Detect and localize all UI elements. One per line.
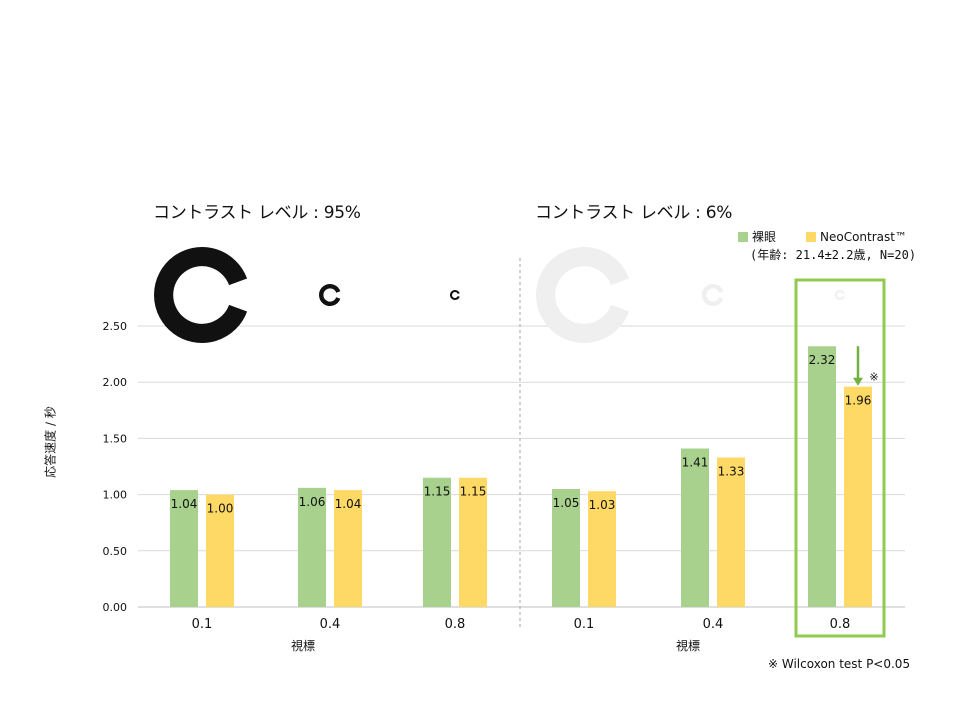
- y-tick-label: 0.50: [103, 545, 128, 558]
- bar-data-label: 1.06: [299, 495, 326, 509]
- legend-2: NeoContrast™: [806, 229, 907, 244]
- bar-data-label: 1.05: [553, 496, 580, 510]
- legend-item-neocontrast: NeoContrast™: [806, 229, 907, 244]
- landolt-c-icon: [154, 247, 248, 343]
- panel-title-high-contrast: コントラスト レベル : 95%: [153, 203, 361, 223]
- highlight-box: [794, 278, 886, 638]
- significance-marker: ※: [869, 371, 878, 384]
- bar: [423, 477, 451, 607]
- x-tick-label: 0.4: [703, 617, 724, 632]
- bar-data-label: 1.15: [460, 485, 487, 499]
- x-tick-label: 0.1: [192, 617, 213, 632]
- legend-label-neocontrast: NeoContrast™: [820, 229, 907, 244]
- bar: [808, 346, 836, 607]
- landolt-c-icon: [450, 290, 460, 300]
- bar: [206, 494, 234, 607]
- landolt-c-icon: [835, 290, 845, 300]
- landolt-c-icon: [319, 284, 341, 306]
- legend-swatch-neocontrast: [806, 231, 816, 242]
- y-tick-label: 2.00: [103, 376, 128, 389]
- footnote: ※ Wilcoxon test P<0.05: [768, 657, 911, 671]
- y-axis-label: 応答速度 / 秒: [43, 406, 58, 478]
- x-tick-label: 0.8: [830, 617, 851, 632]
- bar-data-label: 1.04: [171, 497, 198, 511]
- x-tick-label: 0.8: [445, 617, 466, 632]
- bar: [681, 448, 709, 607]
- landolt-c-icon: [702, 284, 724, 306]
- bar: [552, 488, 580, 607]
- bar-data-label: 1.03: [589, 498, 616, 512]
- bar-data-label: 1.33: [718, 465, 745, 479]
- bar: [588, 491, 616, 607]
- legend-swatch-naked-eye: [738, 231, 748, 242]
- bar-data-label: 2.32: [809, 353, 836, 367]
- bar-data-label: 1.41: [682, 456, 709, 470]
- legend-item-naked-eye: 裸眼: [738, 229, 776, 244]
- y-tick-label: 0.00: [103, 601, 128, 614]
- bar-data-label: 1.04: [335, 497, 362, 511]
- arrow-head-icon: [853, 377, 863, 386]
- y-tick-label: 1.00: [103, 489, 128, 502]
- y-tick-label: 2.50: [103, 320, 128, 333]
- bar-data-label: 1.96: [845, 394, 872, 408]
- bar: [717, 457, 745, 607]
- bar: [459, 477, 487, 607]
- legend: 裸眼: [738, 229, 776, 244]
- bar-data-label: 1.15: [424, 485, 451, 499]
- bar: [298, 487, 326, 607]
- bar-data-label: 1.00: [207, 502, 234, 516]
- panel-title-low-contrast: コントラスト レベル : 6%: [535, 203, 733, 223]
- x-axis-label-high-contrast: 視標: [290, 639, 316, 653]
- legend-label-naked-eye: 裸眼: [752, 230, 777, 244]
- landolt-c-icon: [536, 247, 630, 343]
- x-axis-label-low-contrast: 視標: [675, 639, 701, 653]
- y-tick-label: 1.50: [103, 432, 128, 445]
- x-tick-label: 0.1: [574, 617, 595, 632]
- bar: [844, 386, 872, 607]
- legend-note: (年齢: 21.4±2.2歳, N=20): [750, 248, 917, 262]
- bar: [170, 490, 198, 607]
- x-tick-label: 0.4: [320, 617, 341, 632]
- bar: [334, 490, 362, 607]
